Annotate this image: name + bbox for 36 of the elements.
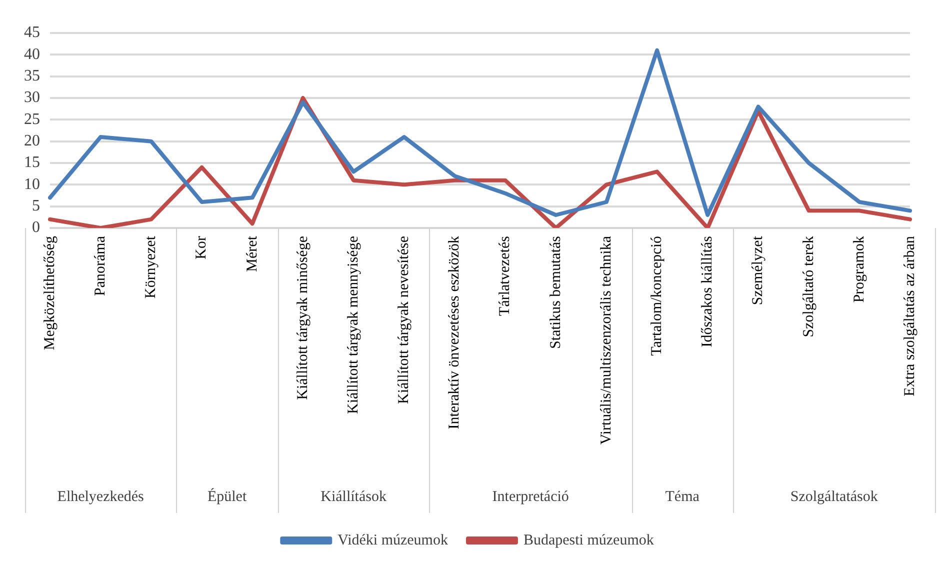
text: Elhelyezkedés <box>57 488 144 505</box>
legend-label: Vidéki múzeumok <box>338 532 448 548</box>
text: Interpretáció <box>492 488 569 505</box>
x-tick-label: Programok <box>851 236 868 303</box>
x-tick-label: Interaktív önvezetéses eszközök <box>446 236 463 430</box>
x-tick-label: Kiállított tárgyak nevesítése <box>396 236 412 404</box>
x-tick-label: Környezet <box>143 235 160 298</box>
y-tick-label: 30 <box>24 89 40 106</box>
text: Kiállítások <box>320 488 387 505</box>
y-tick-label: 45 <box>24 24 40 42</box>
x-tick-label: Kiállított tárgyak mennyisége <box>345 236 362 414</box>
y-tick-label: 20 <box>24 132 40 150</box>
y-tick-label: 35 <box>24 68 40 85</box>
y-tick-label: 0 <box>32 219 40 236</box>
x-tick-label: Tartalom/koncepció <box>648 236 665 356</box>
text: Téma <box>665 488 700 505</box>
text: Szolgáltatások <box>790 488 878 505</box>
y-tick-label: 5 <box>32 198 40 215</box>
text: Épület <box>207 488 248 505</box>
x-tick-label: Kiállított tárgyak minősége <box>294 236 311 400</box>
y-tick-label: 40 <box>24 46 40 63</box>
x-tick-label: Virtuális/multiszenzorális technika <box>598 236 614 445</box>
x-tick-label: Szolgáltató terek <box>800 236 817 338</box>
y-tick-label: 15 <box>24 154 40 172</box>
x-tick-label: Megközelíthetőség <box>42 236 58 350</box>
x-tick-label: Extra szolgáltatás az árban <box>902 236 918 396</box>
x-tick-label: Panoráma <box>92 236 109 296</box>
x-tick-label: Méret <box>244 235 260 272</box>
x-tick-label: Kor <box>194 236 210 260</box>
y-tick-label: 10 <box>24 176 40 193</box>
x-tick-label: Tárlatvezetés <box>497 236 514 316</box>
x-tick-label: Személyzet <box>750 235 766 306</box>
legend-label: Budapesti múzeumok <box>523 532 654 548</box>
x-tick-label: Időszakos kiállítás <box>700 236 716 348</box>
y-tick-label: 25 <box>24 110 40 128</box>
x-tick-label: Statikus bemutatás <box>548 236 564 349</box>
